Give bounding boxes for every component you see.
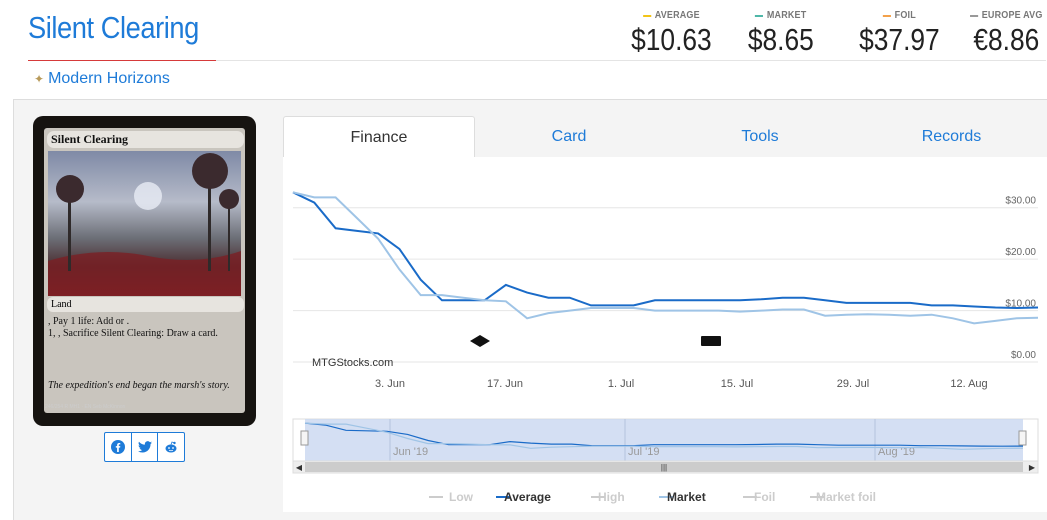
series-line-average — [292, 191, 1039, 310]
navigator-handle-right[interactable] — [1018, 430, 1027, 446]
navigator-label: Aug '19 — [878, 446, 915, 458]
europe-legend-dash — [970, 14, 979, 17]
legend-label: Average — [504, 490, 551, 504]
legend-label: Market foil — [816, 490, 876, 504]
price-europe-value: €8.86 — [973, 22, 1040, 57]
reddit-icon — [165, 441, 177, 453]
foil-legend-dash — [882, 14, 892, 17]
card-rules-text: , Pay 1 life: Add or . 1, , Sacrifice Si… — [48, 316, 238, 340]
scroll-left-arrow-icon[interactable]: ◀ — [296, 463, 303, 472]
scroll-right-arrow-icon[interactable]: ▶ — [1029, 463, 1036, 472]
price-market-value: $8.65 — [747, 22, 814, 57]
y-tick-label: $10.00 — [1005, 299, 1036, 310]
legend-item-foil[interactable]: Foil — [743, 490, 775, 504]
price-chart-svg: $30.00 $20.00 $10.00 $0.00 3. Jun 17. Jun 1. … — [292, 191, 1039, 504]
legend-label: Foil — [754, 490, 775, 504]
navigator-line — [304, 422, 1024, 450]
card-rules-line-1: , Pay 1 life: Add or . — [48, 316, 130, 327]
scrollbar-grip-icon[interactable]: ||| — [661, 463, 667, 472]
price-europe-label: EUROPE AVG — [981, 10, 1043, 21]
tab-card[interactable]: Card — [551, 128, 587, 145]
price-average-label: AVERAGE — [654, 10, 700, 21]
y-tick-label: $30.00 — [1005, 196, 1036, 207]
price-market-label: MARKET — [766, 10, 807, 21]
page-title: Silent Clearing — [28, 10, 199, 45]
price-foil: FOIL $37.97 — [852, 10, 947, 58]
facebook-share-button[interactable] — [105, 433, 132, 461]
twitter-icon — [137, 441, 152, 453]
card-name: Silent Clearing — [47, 131, 244, 148]
legend-label: Market — [667, 490, 706, 504]
navigator-label: Jun '19 — [393, 446, 428, 458]
tab-tools[interactable]: Tools — [741, 128, 779, 145]
card-footer: 246/254 R MH1 · EN Seb McKinnon — [45, 404, 126, 410]
card-image[interactable]: Silent Clearing Land , Pay 1 life: Add o… — [33, 116, 256, 426]
tab-records[interactable]: Records — [921, 128, 982, 145]
y-tick-label: $20.00 — [1005, 247, 1036, 258]
legend-item-market-foil[interactable]: Market foil — [810, 490, 876, 504]
tab-bar: Finance Card Tools Records — [283, 116, 1047, 158]
legend-item-market[interactable]: Market — [659, 490, 706, 504]
x-tick-label: 12. Aug — [950, 378, 987, 390]
x-tick-label: 15. Jul — [721, 378, 753, 390]
market-legend-dash — [755, 14, 764, 17]
navigator-handle-left[interactable] — [300, 430, 309, 446]
mh1-set-icon-shape — [470, 335, 490, 347]
set-symbol-icon: ✦ — [34, 72, 45, 86]
price-foil-value: $37.97 — [859, 22, 940, 57]
mh1-set-icon — [470, 335, 490, 347]
legend-item-low[interactable]: Low — [429, 490, 474, 504]
average-legend-dash — [643, 14, 652, 17]
set-name: Modern Horizons — [48, 70, 170, 87]
price-chart: $30.00 $20.00 $10.00 $0.00 3. Jun 17. Jun 1. … — [283, 157, 1047, 512]
facebook-icon — [110, 440, 125, 454]
x-tick-label: 17. Jun — [487, 378, 523, 390]
card-rules-line-2: 1, , Sacrifice Silent Clearing: Draw a c… — [48, 328, 218, 339]
navigator-line — [304, 422, 1024, 447]
card-art-illustration — [48, 153, 241, 296]
legend-item-average[interactable]: Average — [496, 490, 551, 504]
header-divider — [216, 60, 1046, 61]
tab-finance[interactable]: Finance — [283, 116, 475, 158]
price-market: MARKET $8.65 — [742, 10, 820, 58]
navigator-label: Jul '19 — [628, 446, 659, 458]
card-art — [48, 151, 241, 296]
price-europe: EUROPE AVG €8.86 — [966, 10, 1047, 58]
price-average-value: $10.63 — [631, 22, 712, 57]
x-tick-label: 29. Jul — [837, 378, 869, 390]
m20-set-icon-shape — [701, 336, 721, 346]
series-line-market — [292, 191, 1039, 325]
legend-item-high[interactable]: High — [591, 490, 625, 504]
chart-watermark: MTGStocks.com — [312, 357, 393, 369]
y-tick-label: $0.00 — [1011, 350, 1036, 361]
card-type-line: Land — [47, 297, 244, 312]
reddit-share-button[interactable] — [158, 433, 184, 461]
title-underline — [28, 60, 216, 61]
twitter-share-button[interactable] — [132, 433, 159, 461]
set-link[interactable]: ✦ Modern Horizons — [34, 70, 170, 88]
m20-set-icon — [701, 336, 721, 346]
card-flavor-text: The expedition's end began the marsh's s… — [48, 380, 230, 391]
navigator-scrollbar-thumb[interactable] — [305, 462, 1023, 472]
x-tick-label: 3. Jun — [375, 378, 405, 390]
legend-label: Low — [449, 490, 474, 504]
x-tick-label: 1. Jul — [608, 378, 634, 390]
legend-label: High — [598, 490, 625, 504]
price-foil-label: FOIL — [894, 10, 916, 21]
price-average: AVERAGE $10.63 — [624, 10, 719, 58]
share-buttons — [104, 432, 185, 462]
